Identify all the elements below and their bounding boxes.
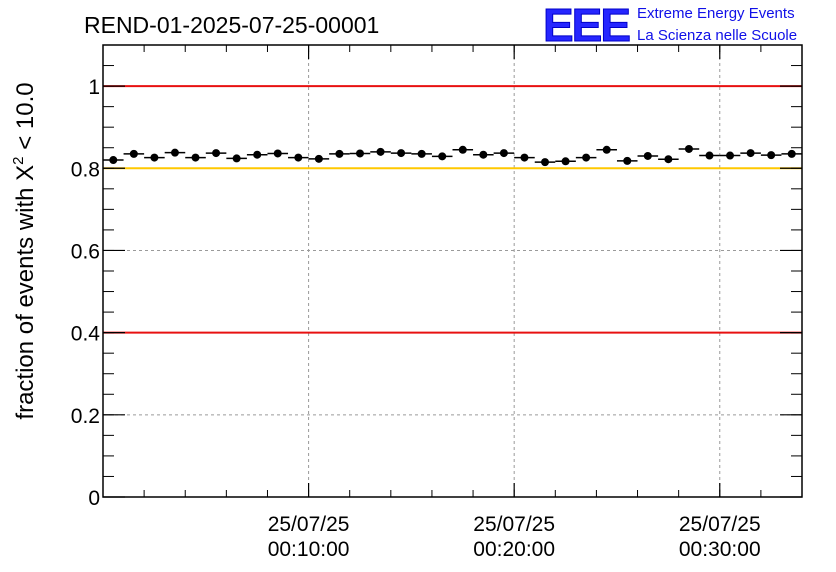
data-point-marker bbox=[150, 153, 159, 162]
data-point bbox=[349, 149, 371, 158]
data-point bbox=[760, 151, 782, 160]
axis-ticks bbox=[102, 44, 803, 498]
data-point bbox=[431, 152, 453, 161]
y-axis-label-prefix: fraction of events with bbox=[12, 181, 39, 420]
y-axis-label: fraction of events with X2 < 10.0 bbox=[10, 82, 39, 419]
data-point bbox=[103, 156, 124, 165]
data-point-marker bbox=[417, 149, 426, 158]
data-point-marker bbox=[253, 150, 262, 159]
grid-lines bbox=[103, 45, 802, 498]
data-point-marker bbox=[438, 152, 447, 161]
data-point-marker bbox=[294, 153, 303, 162]
data-point bbox=[267, 149, 289, 158]
data-point bbox=[452, 145, 474, 154]
x-tick-label-time: 00:20:00 bbox=[473, 538, 555, 561]
data-point bbox=[226, 154, 247, 163]
data-point bbox=[719, 151, 741, 160]
data-point bbox=[144, 153, 165, 162]
data-point-marker bbox=[376, 147, 385, 156]
y-tick-label: 1 bbox=[88, 76, 100, 99]
data-point-marker bbox=[746, 149, 755, 158]
data-point-marker bbox=[232, 154, 241, 163]
chart-title: REND-01-2025-07-25-00001 bbox=[84, 12, 379, 38]
data-point bbox=[164, 148, 186, 157]
y-tick-label: 0.6 bbox=[71, 240, 100, 263]
data-point-marker bbox=[109, 156, 118, 165]
data-point bbox=[123, 149, 145, 158]
data-point bbox=[246, 150, 268, 159]
data-point-marker bbox=[582, 153, 591, 162]
x-tick-label-date: 25/07/25 bbox=[268, 513, 350, 536]
axis-tick-labels: 00.20.40.60.8125/07/2500:10:0025/07/2500… bbox=[71, 76, 761, 561]
data-points bbox=[103, 144, 802, 167]
eee-logo-line1: Extreme Energy Events bbox=[637, 5, 795, 22]
data-point bbox=[534, 158, 556, 167]
y-axis-label-symbol: X bbox=[12, 165, 39, 181]
data-point-marker bbox=[787, 149, 796, 158]
data-point bbox=[678, 144, 700, 153]
data-point-marker bbox=[602, 145, 611, 154]
data-point bbox=[596, 145, 617, 154]
data-point-marker bbox=[726, 151, 735, 160]
data-point bbox=[616, 156, 638, 165]
svg-text:fraction of events with X2 < 1: fraction of events with X2 < 10.0 bbox=[10, 82, 39, 419]
data-point-marker bbox=[499, 149, 508, 158]
data-point bbox=[390, 149, 412, 158]
data-point bbox=[185, 153, 206, 162]
data-point bbox=[329, 149, 350, 158]
data-point bbox=[411, 149, 432, 158]
data-point bbox=[555, 157, 576, 166]
data-point-marker bbox=[458, 145, 467, 154]
data-point-marker bbox=[191, 153, 200, 162]
eee-logo-mark: EEE bbox=[543, 0, 629, 51]
data-point-marker bbox=[643, 151, 652, 160]
y-tick-label: 0.4 bbox=[71, 323, 101, 346]
data-point-marker bbox=[541, 158, 550, 167]
data-point-marker bbox=[684, 144, 693, 153]
data-point-marker bbox=[355, 149, 364, 158]
data-point bbox=[637, 151, 659, 160]
data-point bbox=[493, 149, 515, 158]
eee-logo-line2: La Scienza nelle Scuole bbox=[637, 27, 797, 44]
data-point-marker bbox=[767, 151, 776, 160]
x-tick-label-time: 00:10:00 bbox=[268, 538, 350, 561]
data-point-marker bbox=[335, 149, 344, 158]
x-tick-label-time: 00:30:00 bbox=[679, 538, 761, 561]
data-point-marker bbox=[129, 149, 138, 158]
data-point bbox=[740, 149, 761, 158]
data-point-marker bbox=[520, 153, 529, 162]
data-point bbox=[288, 153, 309, 162]
data-point bbox=[658, 155, 679, 164]
data-point bbox=[205, 149, 227, 158]
y-tick-label: 0 bbox=[88, 487, 100, 510]
y-axis-label-superscript: 2 bbox=[10, 156, 27, 164]
data-point-marker bbox=[212, 149, 221, 158]
data-point bbox=[781, 149, 802, 158]
data-point bbox=[370, 147, 391, 156]
data-point-marker bbox=[561, 157, 570, 166]
x-tick-label-date: 25/07/25 bbox=[473, 513, 555, 536]
data-point bbox=[473, 150, 494, 159]
data-point-marker bbox=[705, 151, 714, 160]
data-point-marker bbox=[314, 154, 323, 163]
eee-logo: EEE Extreme Energy Events La Scienza nel… bbox=[543, 0, 798, 52]
data-point bbox=[514, 153, 535, 162]
data-point bbox=[308, 154, 330, 163]
y-tick-label: 0.8 bbox=[71, 158, 100, 181]
y-axis-label-suffix: < 10.0 bbox=[12, 82, 39, 156]
data-point-marker bbox=[623, 156, 632, 165]
data-point-marker bbox=[479, 150, 488, 159]
data-point-marker bbox=[273, 149, 282, 158]
data-point bbox=[699, 151, 720, 160]
y-tick-label: 0.2 bbox=[71, 405, 100, 428]
data-point-marker bbox=[664, 155, 673, 164]
x-tick-label-date: 25/07/25 bbox=[679, 513, 761, 536]
data-point-marker bbox=[397, 149, 406, 158]
data-point-marker bbox=[170, 148, 179, 157]
plot-frame bbox=[102, 44, 803, 498]
reference-lines bbox=[103, 85, 802, 334]
data-point bbox=[575, 153, 597, 162]
